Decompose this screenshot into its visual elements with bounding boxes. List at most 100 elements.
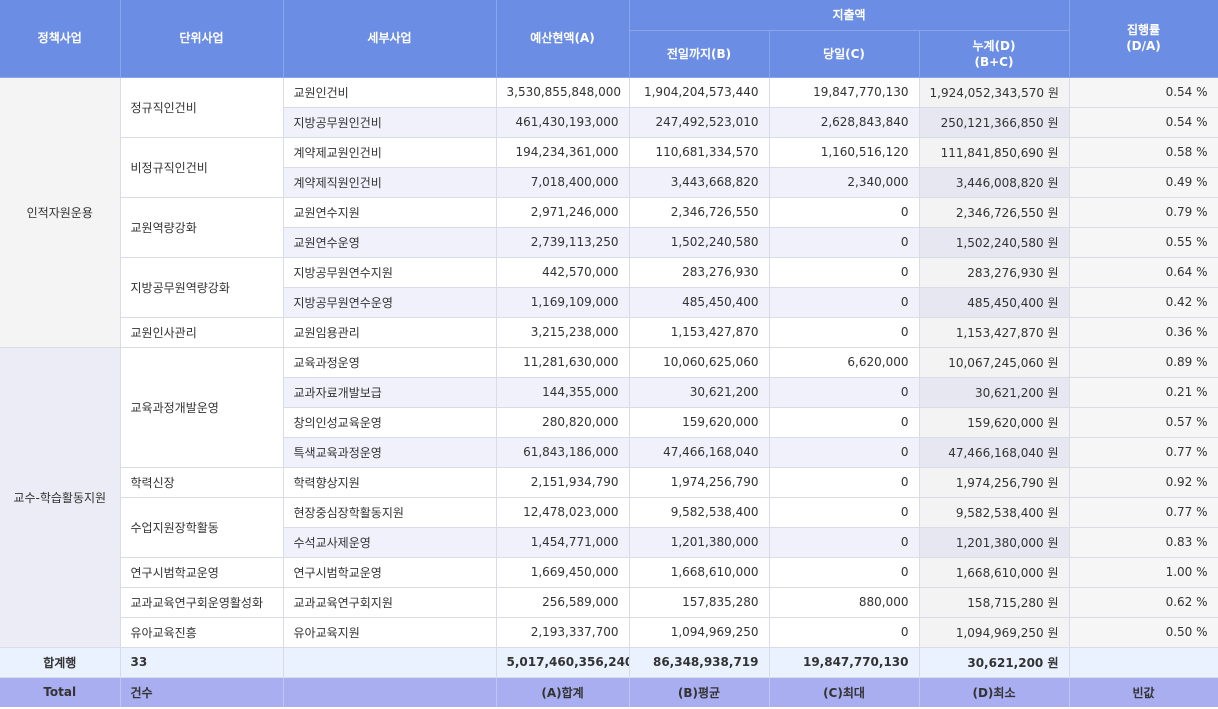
prev-cell: 2,346,726,550 [629,197,770,228]
cum-cell: 3,446,008,820 원 [919,167,1070,198]
table-row[interactable]: 교과교육연구회운영활성화 교과교육연구회지원 256,589,000 157,8… [0,587,1218,618]
today-cell: 0 [769,317,920,348]
unit-cell: 정규직인건비 [120,77,284,138]
detail-cell: 교원인건비 [283,77,497,108]
total-label: Total [0,677,121,707]
table-row[interactable]: 교과자료개발보급 144,355,000 30,621,200 0 30,621… [0,377,1218,408]
prev-cell: 1,502,240,580 [629,227,770,258]
detail-cell: 계약제직원인건비 [283,167,497,198]
cum-cell: 2,346,726,550 원 [919,197,1070,228]
summary-count: 33 [120,646,284,678]
header-detail[interactable]: 세부사업 [283,0,497,78]
cum-cell: 1,153,427,870 원 [919,317,1070,348]
detail-cell: 교육과정운영 [283,347,497,378]
cum-cell: 1,502,240,580 원 [919,227,1070,258]
detail-cell: 창의인성교육운영 [283,407,497,438]
cum-cell: 1,201,380,000 원 [919,527,1070,558]
budget-cell: 3,215,238,000 [496,317,630,348]
table-row[interactable]: 지방공무원역량강화 지방공무원연수지원 442,570,000 283,276,… [0,257,1218,318]
table-row[interactable]: 학력신장 학력향상지원 2,151,934,790 1,974,256,790 … [0,467,1218,498]
detail-cell: 연구시범학교운영 [283,557,497,588]
detail-cell: 교원임용관리 [283,317,497,348]
prev-cell: 485,450,400 [629,287,770,318]
today-cell: 0 [769,497,920,528]
cum-cell: 158,715,280 원 [919,587,1070,618]
table-row[interactable]: 교원인사관리 교원임용관리 3,215,238,000 1,153,427,87… [0,317,1218,348]
prev-cell: 1,904,204,573,440 [629,77,770,108]
today-cell: 0 [769,527,920,558]
unit-cell: 지방공무원역량강화 [120,257,284,318]
prev-cell: 47,466,168,040 [629,437,770,468]
unit-cell: 비정규직인건비 [120,137,284,198]
cum-cell: 1,974,256,790 원 [919,467,1070,498]
today-cell: 1,160,516,120 [769,137,920,168]
table-row[interactable]: 유아교육진흥 유아교육지원 2,193,337,700 1,094,969,25… [0,617,1218,648]
rate-cell: 0.77 % [1069,437,1218,468]
rate-cell: 0.77 % [1069,497,1218,528]
table-row[interactable]: 특색교육과정운영 61,843,186,000 47,466,168,040 0… [0,437,1218,468]
budget-cell: 3,530,855,848,000 [496,77,630,108]
header-cum-line2: (B+C) [974,54,1014,69]
table-row[interactable]: 수업지원장학활동 현장중심장학활동지원 12,478,023,000 9,582… [0,497,1218,558]
budget-cell: 2,193,337,700 [496,617,630,648]
cum-cell: 283,276,930 원 [919,257,1070,288]
total-count-label: 건수 [120,677,284,707]
rate-cell: 0.54 % [1069,107,1218,138]
cum-cell: 47,466,168,040 원 [919,437,1070,468]
cum-cell: 30,621,200 원 [919,377,1070,408]
detail-cell: 지방공무원연수지원 [283,257,497,288]
today-cell: 2,628,843,840 [769,107,920,138]
table-row[interactable]: 인적자원운용 정규직인건비 교원인건비 3,530,855,848,000 1,… [0,77,1218,348]
today-cell: 19,847,770,130 [769,77,920,108]
table-row[interactable]: 교수-학습활동지원 교육과정개발운영 교육과정운영 11,281,630,000… [0,347,1218,648]
table-row[interactable]: 교원연수운영 2,739,113,250 1,502,240,580 0 1,5… [0,227,1218,258]
table-row[interactable]: 계약제직원인건비 7,018,400,000 3,443,668,820 2,3… [0,167,1218,198]
budget-cell: 194,234,361,000 [496,137,630,168]
unit-cell: 교과교육연구회운영활성화 [120,587,284,618]
rate-cell: 0.64 % [1069,257,1218,288]
policy-cell: 인적자원운용 [0,77,121,348]
header-policy[interactable]: 정책사업 [0,0,121,78]
budget-cell: 461,430,193,000 [496,107,630,138]
prev-cell: 157,835,280 [629,587,770,618]
budget-cell: 280,820,000 [496,407,630,438]
today-cell: 2,340,000 [769,167,920,198]
table-row[interactable]: 지방공무원연수운영 1,169,109,000 485,450,400 0 48… [0,287,1218,318]
policy-cell: 교수-학습활동지원 [0,347,121,648]
header-budget[interactable]: 예산현액(A) [496,0,630,78]
header-rate[interactable]: 집행률 (D/A) [1069,0,1218,78]
cum-cell: 1,924,052,343,570 원 [919,77,1070,108]
budget-cell: 2,151,934,790 [496,467,630,498]
detail-cell: 지방공무원연수운영 [283,287,497,318]
summary-rate-empty [1069,646,1218,678]
rate-cell: 0.92 % [1069,467,1218,498]
rate-cell: 0.21 % [1069,377,1218,408]
table-row[interactable]: 연구시범학교운영 연구시범학교운영 1,669,450,000 1,668,61… [0,557,1218,588]
detail-cell: 특색교육과정운영 [283,437,497,468]
table-row[interactable]: 수석교사제운영 1,454,771,000 1,201,380,000 0 1,… [0,527,1218,558]
budget-cell: 1,169,109,000 [496,287,630,318]
budget-cell: 61,843,186,000 [496,437,630,468]
detail-cell: 수석교사제운영 [283,527,497,558]
rate-cell: 0.79 % [1069,197,1218,228]
table-row[interactable]: 창의인성교육운영 280,820,000 159,620,000 0 159,6… [0,407,1218,438]
table-row[interactable]: 교원역량강화 교원연수지원 2,971,246,000 2,346,726,55… [0,197,1218,258]
header-cum[interactable]: 누계(D) (B+C) [919,30,1070,78]
header-today[interactable]: 당일(C) [769,30,920,78]
today-cell: 0 [769,437,920,468]
header-rate-line1: 집행률 [1126,23,1161,38]
header-spend-group: 지출액 [629,0,1070,31]
summary-row: 합계행 33 5,017,460,356,240 86,348,938,719 … [0,646,1218,678]
table-row[interactable]: 지방공무원인건비 461,430,193,000 247,492,523,010… [0,107,1218,138]
unit-cell: 교원인사관리 [120,317,284,348]
rate-cell: 0.83 % [1069,527,1218,558]
summary-budget: 5,017,460,356,240 [496,646,630,678]
header-unit[interactable]: 단위사업 [120,0,284,78]
budget-cell: 7,018,400,000 [496,167,630,198]
header-prev[interactable]: 전일까지(B) [629,30,770,78]
summary-cum: 30,621,200 원 [919,646,1070,678]
summary-prev: 86,348,938,719 [629,646,770,678]
today-cell: 880,000 [769,587,920,618]
table-row[interactable]: 비정규직인건비 계약제교원인건비 194,234,361,000 110,681… [0,137,1218,198]
